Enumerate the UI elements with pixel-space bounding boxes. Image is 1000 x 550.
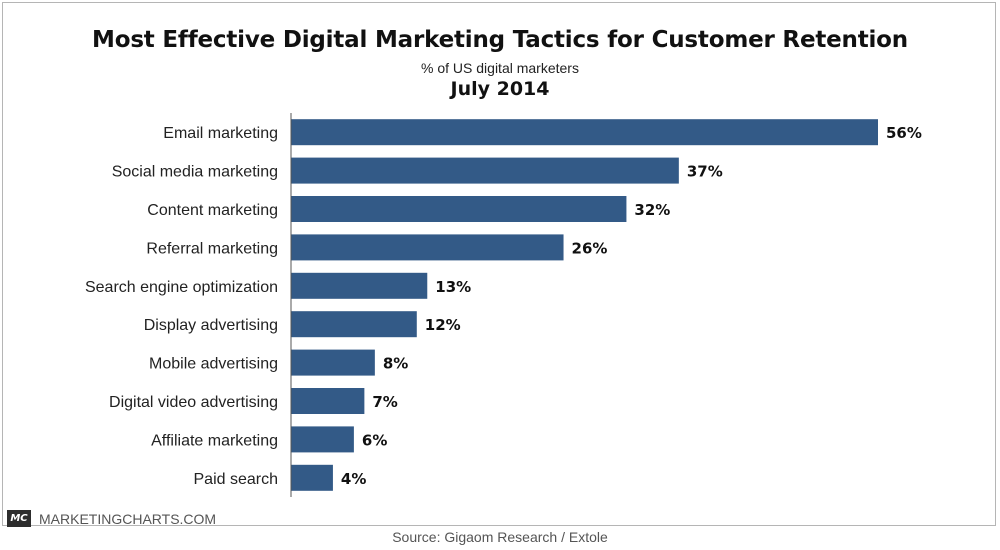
- value-label: 6%: [362, 431, 387, 449]
- brand-name: MARKETINGCHARTS.COM: [39, 510, 217, 527]
- category-label: Email marketing: [163, 125, 278, 142]
- category-label: Referral marketing: [146, 240, 278, 257]
- bar: [291, 272, 428, 299]
- chart-subtitle: % of US digital marketers: [421, 60, 579, 76]
- brand: MC MARKETINGCHARTS.COM: [7, 510, 216, 527]
- chart-frame: [2, 2, 996, 526]
- category-label: Search engine optimization: [85, 279, 278, 296]
- value-label: 8%: [383, 355, 408, 373]
- mc-logo-icon: MC: [7, 510, 31, 527]
- bar: [291, 464, 333, 491]
- category-label: Display advertising: [144, 317, 278, 334]
- category-label: Content marketing: [147, 202, 278, 219]
- value-label: 56%: [886, 124, 922, 142]
- bar: [291, 311, 417, 338]
- bar: [291, 349, 375, 376]
- chart-title: Most Effective Digital Marketing Tactics…: [92, 27, 908, 53]
- value-label: 12%: [425, 316, 461, 334]
- bar: [291, 119, 878, 146]
- bar: [291, 426, 354, 453]
- bar: [291, 388, 365, 414]
- bar: [291, 157, 679, 184]
- bar: [291, 234, 564, 261]
- chart-date: July 2014: [450, 78, 550, 100]
- category-label: Social media marketing: [112, 164, 278, 181]
- value-label: 4%: [341, 470, 366, 488]
- category-label: Digital video advertising: [109, 394, 278, 411]
- category-label: Mobile advertising: [149, 356, 278, 373]
- value-label: 37%: [687, 163, 723, 181]
- source-note: Source: Gigaom Research / Extole: [392, 529, 608, 545]
- category-label: Paid search: [194, 471, 279, 488]
- value-label: 7%: [372, 393, 397, 411]
- bar: [291, 196, 627, 222]
- category-label: Affiliate marketing: [151, 432, 278, 449]
- value-label: 32%: [634, 201, 670, 219]
- value-label: 13%: [435, 278, 471, 296]
- value-label: 26%: [572, 239, 608, 257]
